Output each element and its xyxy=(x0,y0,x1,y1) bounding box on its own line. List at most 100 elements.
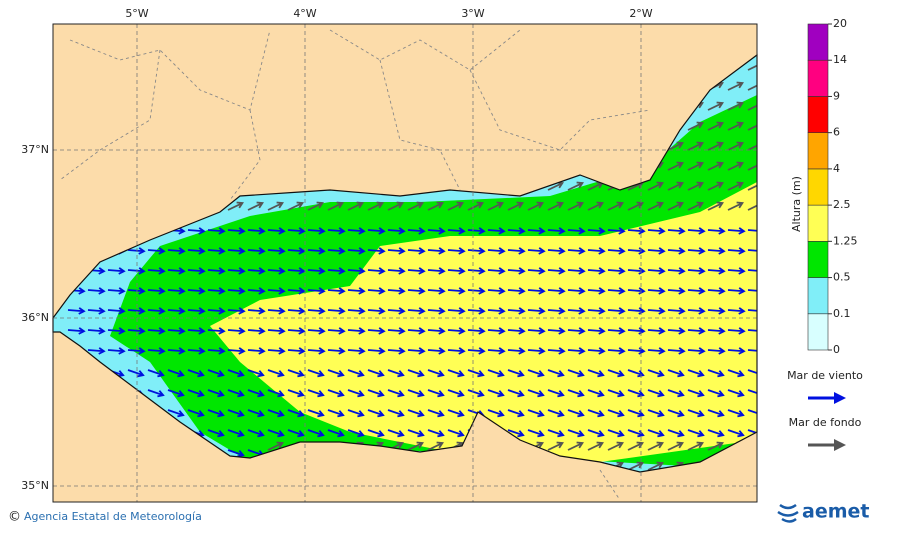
wave-arrow xyxy=(267,267,286,275)
wave-arrow xyxy=(527,307,546,315)
wave-arrow xyxy=(167,247,186,255)
wave-arrow xyxy=(487,327,506,335)
wave-arrow xyxy=(167,389,185,398)
wave-arrow xyxy=(547,287,566,295)
wave-arrow xyxy=(247,369,265,378)
wave-arrow xyxy=(747,181,757,191)
wave-arrow xyxy=(507,347,526,355)
wave-arrow xyxy=(347,389,365,398)
wave-arrow xyxy=(467,201,484,211)
wave-arrow xyxy=(627,201,644,211)
wave-arrow xyxy=(427,429,445,438)
lon-label: 4°W xyxy=(293,7,316,20)
wave-arrow xyxy=(647,409,665,418)
wave-arrow xyxy=(147,307,166,315)
wave-arrow xyxy=(127,327,146,335)
wave-arrow xyxy=(567,369,585,378)
wave-arrow xyxy=(687,429,705,438)
wave-arrow xyxy=(487,247,506,255)
wave-arrow xyxy=(307,307,326,315)
wave-arrow xyxy=(707,347,726,355)
wave-arrow xyxy=(107,347,126,355)
wave-arrow xyxy=(687,141,704,151)
wave-arrow xyxy=(167,409,185,418)
wave-arrow xyxy=(227,449,245,458)
colorbar-bin xyxy=(807,168,829,206)
wave-arrow xyxy=(567,227,586,235)
wave-arrow xyxy=(287,369,305,378)
wave-arrow xyxy=(527,287,546,295)
wave-arrow xyxy=(287,327,306,335)
wave-arrow xyxy=(487,287,506,295)
wave-arrow xyxy=(227,409,245,418)
wave-arrow xyxy=(307,389,325,398)
wave-arrow xyxy=(747,201,757,211)
wave-arrow xyxy=(607,307,626,315)
wave-arrow xyxy=(487,227,506,235)
wave-arrow xyxy=(467,347,486,355)
wave-arrow xyxy=(587,247,606,255)
wave-arrow xyxy=(747,247,757,255)
wave-arrow xyxy=(487,389,505,398)
copyright-icon: © xyxy=(8,510,21,525)
wave-arrow xyxy=(647,347,666,355)
wave-arrow xyxy=(747,81,757,91)
wave-arrow xyxy=(707,327,726,335)
wave-arrow xyxy=(567,181,584,191)
wave-arrow xyxy=(567,307,586,315)
wave-arrow xyxy=(207,227,226,235)
wave-arrow xyxy=(307,227,326,235)
wave-arrow xyxy=(727,287,746,295)
wave-arrow xyxy=(347,227,366,235)
wave-arrow xyxy=(347,327,366,335)
wave-arrow xyxy=(207,307,226,315)
wave-arrow xyxy=(667,267,686,275)
wave-arrow xyxy=(427,227,446,235)
wave-arrow xyxy=(707,267,726,275)
wave-arrow xyxy=(347,409,365,418)
wave-arrow xyxy=(167,327,186,335)
wave-arrow xyxy=(727,247,746,255)
wave-arrow xyxy=(307,267,326,275)
wave-arrow xyxy=(607,287,626,295)
wave-arrow xyxy=(327,307,346,315)
legend-arrowhead xyxy=(834,392,846,404)
wave-arrow xyxy=(687,227,706,235)
wave-arrow xyxy=(287,389,305,398)
wave-arrow xyxy=(467,267,486,275)
wave-arrow xyxy=(447,389,465,398)
wave-arrow xyxy=(507,307,526,315)
wave-arrow xyxy=(707,101,724,111)
wave-arrow xyxy=(247,287,266,295)
wave-arrow xyxy=(227,201,244,211)
wave-arrow xyxy=(647,307,666,315)
wave-arrow xyxy=(187,369,205,378)
wave-arrow xyxy=(587,369,605,378)
wave-arrow xyxy=(387,307,406,315)
wave-arrow xyxy=(667,441,684,451)
wave-arrow xyxy=(747,327,757,335)
wave-arrow xyxy=(267,327,286,335)
wave-arrow xyxy=(607,409,625,418)
wave-arrow xyxy=(507,201,524,211)
borders xyxy=(59,29,651,501)
wave-arrow xyxy=(547,389,565,398)
wave-arrow xyxy=(307,429,325,438)
wave-arrow xyxy=(567,327,586,335)
wave-arrow xyxy=(387,267,406,275)
legend-label: Mar de fondo xyxy=(789,416,862,429)
wave-arrow xyxy=(447,429,465,438)
wave-arrow xyxy=(647,201,664,211)
wave-arrow xyxy=(367,369,385,378)
wave-arrow xyxy=(187,307,206,315)
wave-arrow xyxy=(727,181,744,191)
wave-arrow xyxy=(127,307,146,315)
lat-label: 37°N xyxy=(21,143,49,156)
wave-arrow xyxy=(667,181,684,191)
wave-arrow xyxy=(567,389,585,398)
wave-arrow xyxy=(147,267,166,275)
wave-arrow xyxy=(687,307,706,315)
wave-arrow xyxy=(727,141,744,151)
wave-arrow xyxy=(127,369,145,378)
wave-arrow xyxy=(607,429,625,438)
